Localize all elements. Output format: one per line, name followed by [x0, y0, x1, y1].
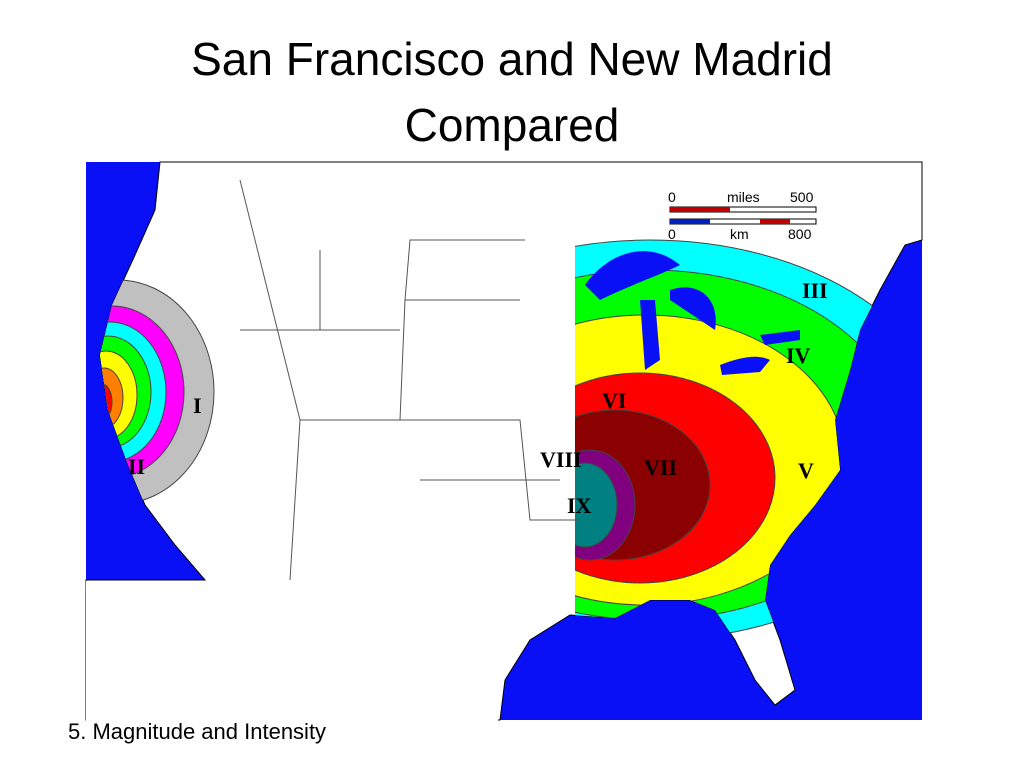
zone-label: I	[193, 393, 202, 418]
zone-label: III	[802, 278, 828, 303]
scale-label: miles	[727, 189, 760, 205]
scale-label: 800	[788, 226, 812, 242]
zone-label: V	[798, 458, 814, 483]
slide-title: San Francisco and New Madrid Compared	[191, 33, 833, 151]
scale-bar: 0 miles 500 0 km 800	[668, 189, 817, 242]
zone-label: II	[128, 454, 145, 479]
zone-label: IX	[567, 493, 592, 518]
scale-label: 500	[790, 189, 814, 205]
zone-label: VI	[602, 388, 626, 413]
crop	[86, 581, 498, 721]
state-borders	[239, 179, 580, 581]
caption: 5. Magnitude and Intensity	[68, 719, 327, 744]
scale-label: 0	[668, 226, 676, 242]
zone-label: IV	[786, 343, 811, 368]
scale-label: 0	[668, 189, 676, 205]
zone-label: VII	[644, 455, 677, 480]
zone-label: VIII	[540, 447, 582, 472]
scale-label: km	[730, 226, 749, 242]
great-lakes	[585, 251, 800, 375]
